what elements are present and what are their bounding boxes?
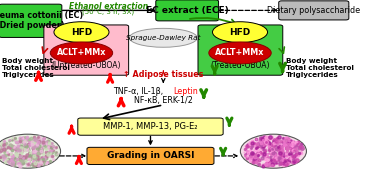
FancyBboxPatch shape (279, 1, 349, 20)
Text: Dietary polysaccharide: Dietary polysaccharide (267, 6, 360, 15)
Text: Grading in OARSI: Grading in OARSI (107, 151, 194, 160)
FancyBboxPatch shape (198, 25, 283, 75)
Ellipse shape (54, 22, 109, 43)
FancyBboxPatch shape (87, 147, 214, 164)
Text: Leptin: Leptin (173, 87, 198, 96)
Text: EC extract (ECE): EC extract (ECE) (146, 6, 229, 15)
Ellipse shape (129, 28, 197, 47)
Text: Body weight
Total cholesterol
Triglycerides: Body weight Total cholesterol Triglyceri… (286, 58, 354, 78)
Ellipse shape (50, 42, 113, 64)
Text: NF-κB, ERK-1/2: NF-κB, ERK-1/2 (134, 96, 193, 105)
Text: (Treated-OBOA): (Treated-OBOA) (211, 61, 270, 70)
Text: ACLT+MMx: ACLT+MMx (57, 48, 106, 57)
Text: Ethanol extraction: Ethanol extraction (69, 2, 148, 11)
Text: Sprague-Dawley Rat: Sprague-Dawley Rat (126, 35, 200, 41)
Text: ↑ Adipose tissues: ↑ Adipose tissues (123, 70, 204, 79)
Text: HFD: HFD (71, 28, 92, 37)
Text: HFD: HFD (229, 28, 251, 37)
Text: Body weight
Total cholesterol
Triglycerides: Body weight Total cholesterol Triglyceri… (2, 58, 70, 78)
Text: Eucheuma cottonii (EC)
(Dried powder): Eucheuma cottonii (EC) (Dried powder) (0, 11, 83, 30)
FancyBboxPatch shape (0, 4, 62, 37)
FancyBboxPatch shape (44, 25, 128, 75)
Ellipse shape (209, 42, 271, 64)
Ellipse shape (212, 22, 268, 43)
Text: MMP-1, MMP-13, PG-E₂: MMP-1, MMP-13, PG-E₂ (103, 122, 198, 131)
Text: (50°C, 3 h, 3X): (50°C, 3 h, 3X) (82, 9, 134, 16)
FancyBboxPatch shape (78, 118, 223, 135)
Text: TNF-α, IL-1β,: TNF-α, IL-1β, (113, 87, 166, 96)
Text: (Untreated-OBOA): (Untreated-OBOA) (51, 61, 121, 70)
FancyBboxPatch shape (156, 0, 218, 21)
Circle shape (240, 134, 306, 168)
Circle shape (0, 134, 61, 168)
Text: ACLT+MMx: ACLT+MMx (215, 48, 265, 57)
